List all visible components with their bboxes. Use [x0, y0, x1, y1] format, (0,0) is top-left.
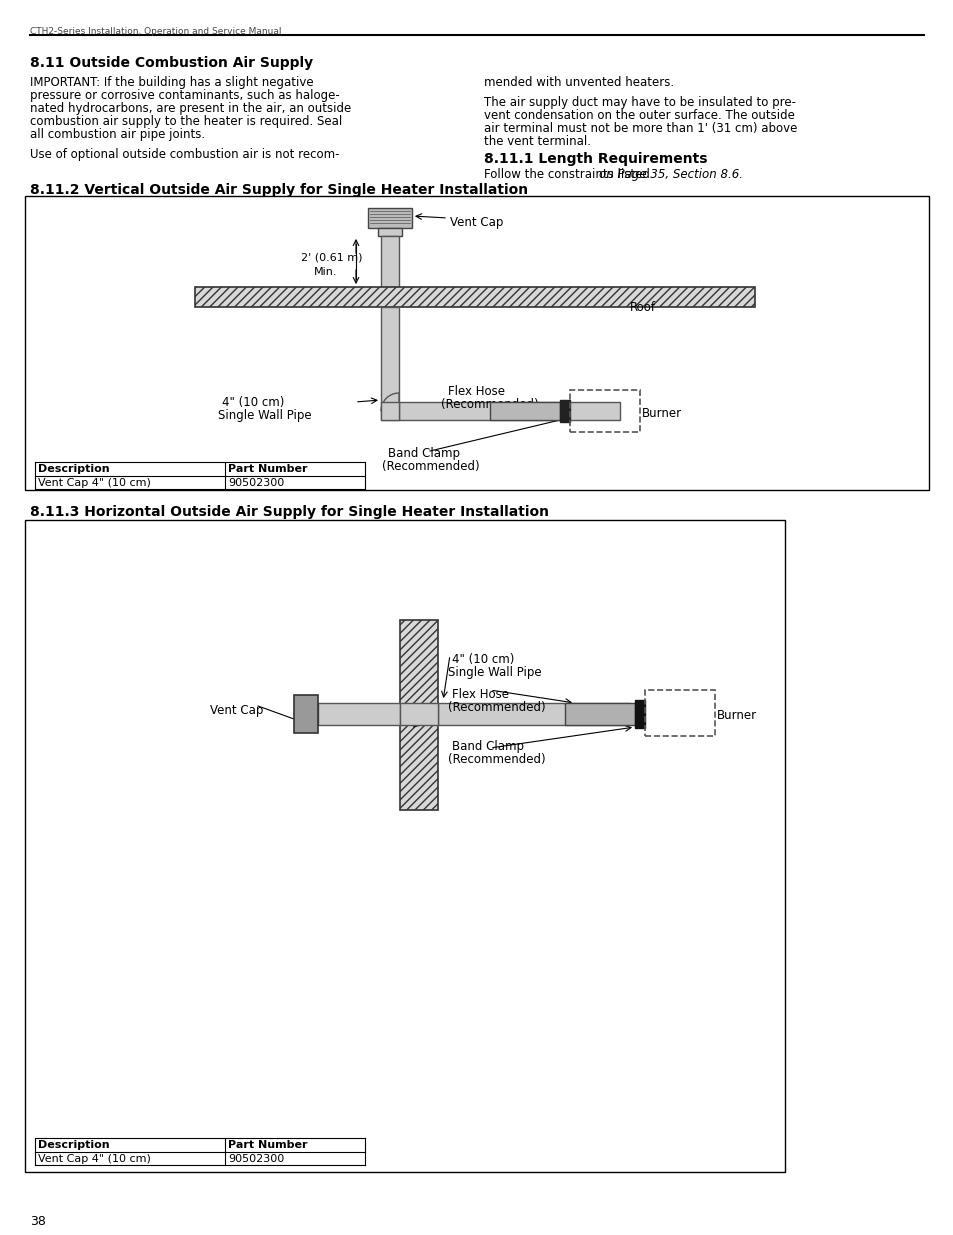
Bar — [437, 703, 629, 725]
Bar — [368, 207, 412, 228]
Text: 4" (10 cm): 4" (10 cm) — [452, 653, 514, 666]
Text: 8.11.2 Vertical Outside Air Supply for Single Heater Installation: 8.11.2 Vertical Outside Air Supply for S… — [30, 183, 528, 198]
Wedge shape — [380, 393, 398, 411]
Bar — [559, 400, 569, 422]
Text: CTH2-Series Installation, Operation and Service Manual: CTH2-Series Installation, Operation and … — [30, 27, 281, 36]
Bar — [380, 236, 398, 287]
Bar — [569, 390, 639, 432]
Text: Flex Hose: Flex Hose — [452, 688, 509, 701]
Bar — [398, 403, 619, 420]
Text: mended with unvented heaters.: mended with unvented heaters. — [483, 77, 674, 89]
Text: Burner: Burner — [717, 709, 757, 722]
Text: vent condensation on the outer surface. The outside: vent condensation on the outer surface. … — [483, 109, 794, 122]
Text: IMPORTANT: If the building has a slight negative: IMPORTANT: If the building has a slight … — [30, 77, 314, 89]
Text: Use of optional outside combustion air is not recom-: Use of optional outside combustion air i… — [30, 148, 339, 161]
Text: Description: Description — [38, 1140, 110, 1150]
Text: combustion air supply to the heater is required. Seal: combustion air supply to the heater is r… — [30, 115, 342, 128]
Text: air terminal must not be more than 1' (31 cm) above: air terminal must not be more than 1' (3… — [483, 122, 797, 135]
Text: all combustion air pipe joints.: all combustion air pipe joints. — [30, 128, 205, 141]
Text: Description: Description — [38, 464, 110, 474]
Text: 90502300: 90502300 — [228, 478, 284, 488]
Text: Part Number: Part Number — [228, 464, 307, 474]
Bar — [380, 308, 398, 420]
Text: Roof: Roof — [629, 301, 656, 314]
Bar — [317, 703, 399, 725]
Text: 8.11.3 Horizontal Outside Air Supply for Single Heater Installation: 8.11.3 Horizontal Outside Air Supply for… — [30, 505, 548, 519]
Text: Min.: Min. — [314, 267, 337, 277]
Text: (Recommended): (Recommended) — [440, 398, 538, 411]
Text: Single Wall Pipe: Single Wall Pipe — [218, 409, 312, 422]
Bar — [635, 700, 644, 727]
Bar — [25, 196, 928, 490]
Text: Single Wall Pipe: Single Wall Pipe — [448, 666, 541, 679]
Text: 8.11 Outside Combustion Air Supply: 8.11 Outside Combustion Air Supply — [30, 56, 313, 70]
Text: (Recommended): (Recommended) — [448, 701, 545, 714]
Bar — [294, 695, 317, 734]
Text: Band Clamp: Band Clamp — [388, 447, 459, 459]
Bar — [380, 403, 398, 420]
Text: on Page 35, Section 8.6.: on Page 35, Section 8.6. — [598, 168, 742, 182]
Text: Part Number: Part Number — [228, 1140, 307, 1150]
Bar — [377, 228, 401, 236]
Text: pressure or corrosive contaminants, such as haloge-: pressure or corrosive contaminants, such… — [30, 89, 339, 103]
Text: (Recommended): (Recommended) — [448, 753, 545, 766]
Bar — [25, 520, 784, 1172]
Bar — [194, 287, 754, 308]
Bar — [564, 703, 635, 725]
Bar — [399, 703, 437, 725]
Text: 2' (0.61 m): 2' (0.61 m) — [301, 253, 362, 263]
Text: 4" (10 cm): 4" (10 cm) — [222, 396, 284, 409]
Bar — [399, 620, 437, 810]
Text: The air supply duct may have to be insulated to pre-: The air supply duct may have to be insul… — [483, 96, 795, 109]
Text: the vent terminal.: the vent terminal. — [483, 135, 590, 148]
Bar — [644, 690, 714, 736]
Text: Wall: Wall — [414, 703, 423, 726]
Text: 90502300: 90502300 — [228, 1153, 284, 1165]
Text: Band Clamp: Band Clamp — [452, 740, 523, 753]
Bar — [490, 403, 559, 420]
Text: 38: 38 — [30, 1215, 46, 1228]
Text: Follow the constraints listed: Follow the constraints listed — [483, 168, 653, 182]
Text: 8.11.1 Length Requirements: 8.11.1 Length Requirements — [483, 152, 707, 165]
Text: Vent Cap: Vent Cap — [450, 216, 503, 228]
Text: Flex Hose: Flex Hose — [448, 385, 504, 398]
Text: Vent Cap: Vent Cap — [210, 704, 263, 718]
Text: nated hydrocarbons, are present in the air, an outside: nated hydrocarbons, are present in the a… — [30, 103, 351, 115]
Text: (Recommended): (Recommended) — [381, 459, 479, 473]
Text: Burner: Burner — [641, 408, 681, 420]
Text: Vent Cap 4" (10 cm): Vent Cap 4" (10 cm) — [38, 478, 151, 488]
Text: Vent Cap 4" (10 cm): Vent Cap 4" (10 cm) — [38, 1153, 151, 1165]
